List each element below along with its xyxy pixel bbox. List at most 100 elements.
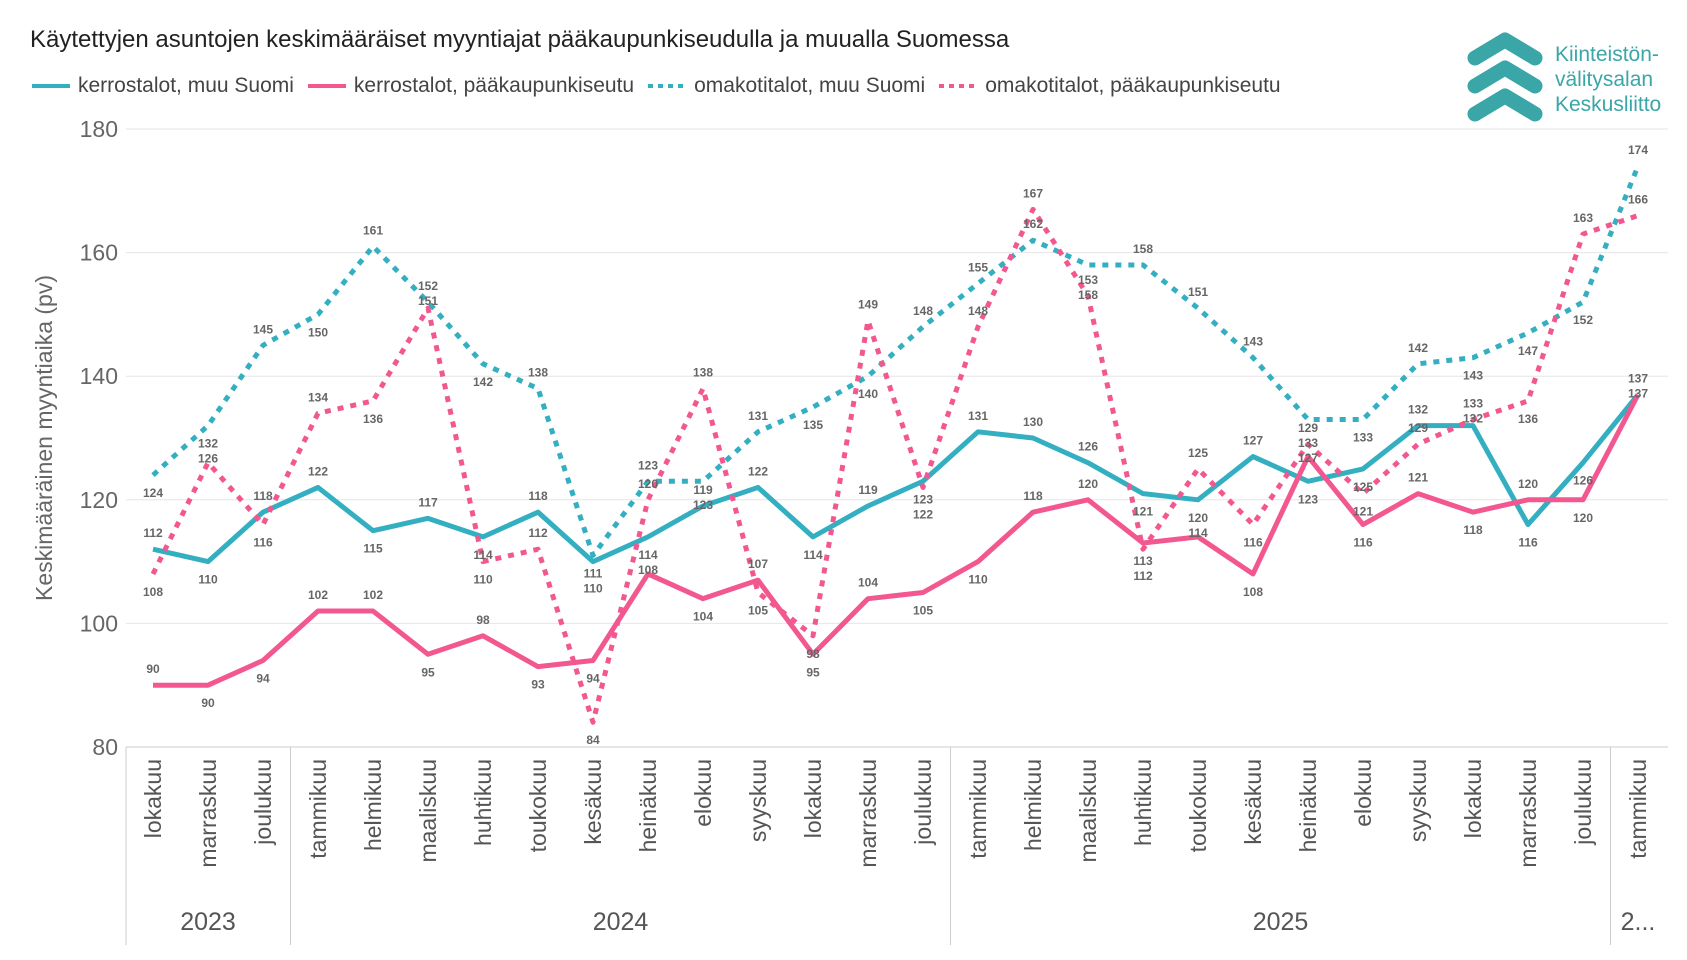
- x-tick-label: joulukuu: [910, 759, 936, 846]
- data-label: 113: [1133, 554, 1153, 568]
- logo: Kiinteistön- välitysalan Keskusliitto: [1465, 30, 1680, 130]
- x-tick-label: lokakuu: [1460, 759, 1486, 838]
- data-label: 112: [528, 526, 548, 540]
- legend-item[interactable]: kerrostalot, muu Suomi: [30, 74, 294, 98]
- legend-label: omakotitalot, muu Suomi: [694, 74, 926, 97]
- data-label: 129: [1408, 421, 1428, 435]
- x-tick-label: heinäkuu: [1295, 759, 1321, 852]
- data-label: 126: [198, 452, 218, 466]
- data-label: 102: [308, 588, 328, 602]
- data-label: 95: [806, 665, 820, 679]
- data-label: 135: [803, 418, 823, 432]
- data-label: 131: [748, 409, 768, 423]
- data-label: 143: [1243, 335, 1263, 349]
- data-label: 132: [1408, 403, 1428, 417]
- x-tick-label: syyskuu: [1405, 759, 1431, 842]
- x-tick-label: toukokuu: [1185, 759, 1211, 852]
- legend-item[interactable]: kerrostalot, pääkaupunkiseutu: [306, 74, 634, 98]
- data-label: 167: [1023, 186, 1043, 200]
- legend-item[interactable]: omakotitalot, pääkaupunkiseutu: [937, 74, 1281, 98]
- x-tick-label: kesäkuu: [580, 759, 606, 845]
- legend-swatch-icon: [939, 84, 978, 88]
- legend-item[interactable]: omakotitalot, muu Suomi: [646, 74, 925, 98]
- chevron-logo-icon: [1467, 32, 1543, 122]
- data-label: 151: [1188, 285, 1208, 299]
- y-tick-label: 100: [80, 610, 118, 636]
- year-label: 2024: [593, 908, 649, 936]
- x-tick-label: helmikuu: [360, 759, 386, 851]
- data-label: 108: [1243, 585, 1263, 599]
- data-label: 112: [1133, 569, 1153, 583]
- data-label: 132: [1463, 411, 1483, 425]
- data-label: 123: [693, 498, 713, 512]
- x-tick-label: helmikuu: [1020, 759, 1046, 851]
- x-tick-label: lokakuu: [140, 759, 166, 838]
- data-label: 120: [1573, 511, 1593, 525]
- data-label: 111: [584, 566, 603, 580]
- data-label: 127: [1243, 434, 1263, 448]
- data-label: 142: [473, 375, 493, 389]
- x-tick-label: elokuu: [690, 759, 716, 827]
- data-label: 127: [1298, 451, 1318, 465]
- x-tick-label: kesäkuu: [1240, 759, 1266, 845]
- data-label: 136: [1518, 412, 1538, 426]
- data-label: 122: [913, 507, 933, 521]
- data-label: 133: [1463, 396, 1483, 410]
- data-label: 104: [858, 576, 878, 590]
- data-label: 145: [253, 322, 273, 336]
- data-label: 116: [253, 536, 273, 550]
- x-tick-label: marraskuu: [195, 759, 221, 868]
- data-label: 108: [638, 563, 658, 577]
- legend-label: kerrostalot, muu Suomi: [78, 74, 294, 97]
- x-tick-label: joulukuu: [1570, 759, 1596, 846]
- data-label: 114: [803, 548, 823, 562]
- data-label: 137: [1628, 387, 1648, 401]
- data-label: 95: [421, 665, 435, 679]
- data-label: 107: [748, 557, 768, 571]
- data-label: 124: [143, 486, 163, 500]
- data-label: 138: [528, 366, 548, 380]
- data-label: 152: [418, 279, 438, 293]
- data-label: 138: [693, 366, 713, 380]
- data-label: 104: [693, 610, 713, 624]
- year-label: 2...: [1621, 908, 1656, 936]
- data-label: 133: [1298, 436, 1318, 450]
- data-label: 163: [1573, 211, 1593, 225]
- chart-title: Käytettyjen asuntojen keskimääräiset myy…: [30, 26, 1010, 53]
- data-label: 119: [858, 483, 878, 497]
- x-tick-label: elokuu: [1350, 759, 1376, 827]
- logo-line-3: Keskusliitto: [1555, 93, 1662, 116]
- data-label: 110: [583, 581, 603, 595]
- data-label: 94: [586, 671, 600, 685]
- data-label: 132: [198, 437, 218, 451]
- data-label: 133: [1353, 430, 1373, 444]
- data-label: 112: [143, 526, 163, 540]
- data-label: 102: [363, 588, 383, 602]
- data-label: 174: [1628, 143, 1648, 157]
- x-tick-label: heinäkuu: [635, 759, 661, 852]
- data-label: 153: [1078, 273, 1098, 287]
- data-label: 98: [806, 647, 820, 661]
- data-label: 149: [858, 298, 878, 312]
- data-label: 114: [638, 548, 658, 562]
- data-label: 140: [858, 387, 878, 401]
- data-label: 120: [1188, 511, 1208, 525]
- data-label: 118: [1463, 523, 1483, 537]
- year-label: 2023: [180, 908, 236, 936]
- data-label: 121: [1353, 505, 1373, 519]
- series-line: [150, 206, 1639, 725]
- data-label: 136: [363, 412, 383, 426]
- data-label: 94: [256, 671, 270, 685]
- data-label: 110: [473, 573, 493, 587]
- data-label: 90: [146, 662, 160, 676]
- data-label: 119: [693, 483, 713, 497]
- x-tick-label: tammikuu: [1625, 759, 1651, 859]
- data-label: 114: [1188, 526, 1208, 540]
- y-tick-label: 180: [80, 116, 118, 142]
- data-label: 121: [1408, 471, 1428, 485]
- data-label: 117: [418, 495, 438, 509]
- x-tick-label: huhtikuu: [1130, 759, 1156, 846]
- data-label: 114: [473, 548, 493, 562]
- y-tick-label: 120: [80, 487, 118, 513]
